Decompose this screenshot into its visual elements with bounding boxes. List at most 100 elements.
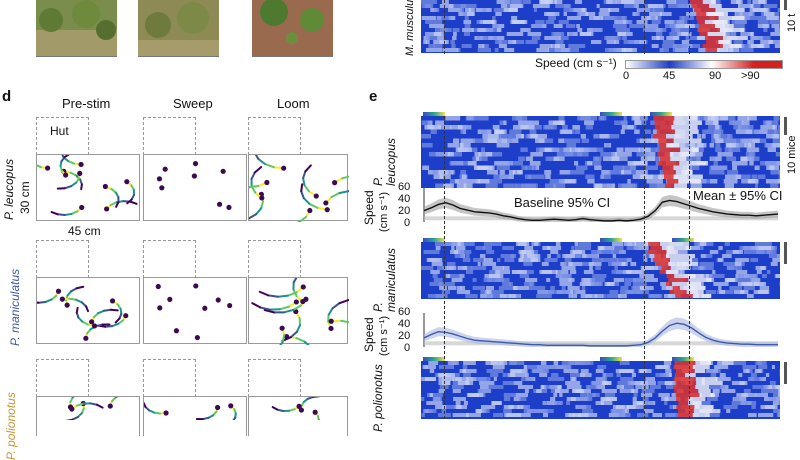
trajectory-segment <box>249 186 258 187</box>
speed-tick-60: 60 <box>398 181 410 193</box>
trajectory-segment <box>278 342 283 345</box>
arena-polionotus-sweep <box>143 396 247 436</box>
arena-maniculatus-sweep <box>143 277 247 344</box>
species-label-polionotus: P. polionotus <box>4 392 18 460</box>
mouse-position-dot <box>280 326 285 331</box>
heatmap-label-leucopus: P. leucopus <box>372 126 398 186</box>
mouse-position-dot <box>332 180 337 185</box>
trajectory-segment <box>296 338 304 342</box>
hut-outline <box>143 117 196 155</box>
trajectory-segment <box>278 296 288 297</box>
trajectory-segment <box>69 299 76 300</box>
dim-vertical: 30 cm <box>18 181 32 214</box>
trajectory-segment <box>65 186 71 188</box>
habitat-photo-1 <box>36 0 117 57</box>
mouse-position-dot <box>193 283 198 288</box>
arena-leucopus-sweep <box>143 154 247 221</box>
scale-label-top: 10 t <box>786 14 798 32</box>
hut-outline <box>36 359 89 397</box>
trajectory-segment <box>90 403 97 404</box>
arena-maniculatus-loom <box>248 277 348 344</box>
heatmap-label-maniculatus: P. maniculatus <box>372 242 398 312</box>
mouse-position-dot <box>78 162 83 167</box>
stim-line-start <box>444 116 445 419</box>
mouse-position-dot <box>77 171 82 176</box>
mouse-position-dot <box>110 298 115 303</box>
stim-line-loom <box>689 116 690 419</box>
trajectory-segment <box>130 202 136 204</box>
trajectory-segment <box>301 191 304 198</box>
mouse-position-dot <box>156 284 161 289</box>
trajectory-segment <box>309 204 317 208</box>
trajectory-segment <box>252 303 260 307</box>
colorbar <box>625 60 783 69</box>
annotation-mean: Mean ± 95% CI <box>693 188 783 203</box>
speed-tick-0: 0 <box>404 217 410 229</box>
trajectory-segment <box>77 287 84 289</box>
mouse-position-dot <box>226 205 231 210</box>
trajectory-segment <box>328 315 329 322</box>
mouse-position-dot <box>297 404 302 409</box>
mouse-position-dot <box>227 303 232 308</box>
speed-axis-label: Speed <box>362 190 376 225</box>
mouse-position-dot <box>124 179 129 184</box>
habitat-photo-2 <box>138 0 219 57</box>
mouse-position-dot <box>174 328 179 333</box>
trajectory-segment <box>297 325 300 332</box>
trajectory-segment <box>105 326 112 327</box>
mouse-position-dot <box>45 165 50 170</box>
mouse-position-dot <box>228 403 233 408</box>
speed-axis-unit: (cm s⁻¹) <box>377 316 390 356</box>
mouse-position-dot <box>215 405 220 410</box>
heatmap-leucopus <box>421 116 780 188</box>
trajectory-segment <box>260 307 270 309</box>
speed-tick-40: 40 <box>398 193 410 205</box>
species-label-leucopus: P. leucopus <box>2 159 16 220</box>
mouse-position-dot <box>163 167 168 172</box>
mouse-position-dot <box>104 206 109 211</box>
colorbar-tick-90: 90 <box>709 70 721 82</box>
mouse-position-dot <box>60 297 65 302</box>
arena-leucopus-prestim <box>36 154 140 221</box>
trajectory-segment <box>39 302 46 303</box>
dim-horizontal: 45 cm <box>68 224 101 238</box>
mouse-position-dot <box>167 297 172 302</box>
heatmap-maniculatus <box>421 242 780 299</box>
mouse-position-dot <box>92 323 97 328</box>
speed-tick-0: 0 <box>404 342 410 354</box>
mouse-position-dot <box>157 176 162 181</box>
mouse-position-dot <box>221 169 226 174</box>
trajectory-segment <box>339 191 349 193</box>
trajectory-segment <box>61 155 63 157</box>
trajectory-segment <box>111 310 118 311</box>
column-loom: Loom <box>277 96 310 111</box>
mouse-position-dot <box>300 299 305 304</box>
panel-letter-d: d <box>2 88 11 105</box>
hut-outline <box>248 359 301 397</box>
heatmap-polionotus <box>421 361 780 419</box>
mouse-position-dot <box>325 207 330 212</box>
hut-outline <box>248 240 301 278</box>
trajectory-segment <box>280 307 289 310</box>
trajectory-segment <box>256 208 261 214</box>
trajectory-segment <box>77 308 78 313</box>
trajectory-segment <box>304 198 310 204</box>
mouse-position-dot <box>79 205 84 210</box>
trajectory-segment <box>249 214 256 218</box>
trajectory-segment <box>37 302 39 303</box>
annotation-baseline: Baseline 95% CI <box>514 195 610 210</box>
trajectory-segment <box>284 310 293 312</box>
species-label-maniculatus: P. maniculatus <box>8 269 22 346</box>
mouse-position-dot <box>264 180 269 185</box>
trajectory-segment <box>252 173 255 180</box>
hut-outline <box>143 359 196 397</box>
trajectory-segment <box>303 178 304 185</box>
trajectory-segment <box>293 289 296 296</box>
trajectory-segment <box>255 167 261 172</box>
stim-line <box>444 0 445 54</box>
trajectory-segment <box>116 318 120 322</box>
trajectory-segment <box>81 184 82 189</box>
trajectory-segment <box>144 403 146 407</box>
scale-bar <box>784 117 787 135</box>
column-sweep: Sweep <box>173 96 213 111</box>
